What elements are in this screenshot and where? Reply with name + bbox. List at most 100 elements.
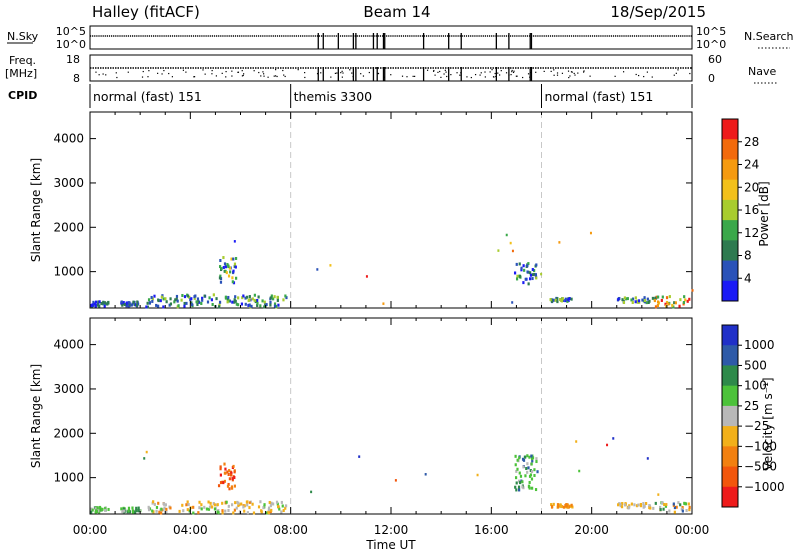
range-cell — [219, 280, 223, 284]
range-cell — [94, 507, 97, 511]
nave-point — [491, 69, 493, 71]
range-cell — [571, 505, 574, 509]
nave-point — [231, 70, 233, 72]
nave-point — [193, 76, 195, 78]
nave-point — [543, 70, 545, 73]
colorbar-frame — [721, 324, 739, 508]
range-cell — [186, 294, 190, 298]
range-cell — [157, 501, 160, 505]
range-cell — [282, 298, 285, 302]
nave-point — [527, 73, 530, 75]
nave-point — [638, 74, 640, 77]
freq-tick-bottom: 8 — [73, 72, 80, 85]
range-cell — [554, 298, 557, 302]
range-cell — [476, 473, 479, 477]
y-tick-label: 3000 — [53, 176, 84, 190]
nave-point — [561, 72, 564, 74]
range-cell — [259, 304, 262, 308]
range-cell — [238, 510, 242, 514]
range-cell — [549, 298, 552, 302]
range-cell — [197, 299, 200, 303]
range-cell — [147, 508, 151, 512]
range-cell — [247, 299, 250, 303]
range-cell — [198, 506, 201, 510]
range-cell — [92, 300, 95, 304]
range-cell — [526, 264, 529, 268]
range-cell — [230, 471, 233, 475]
range-cell — [647, 300, 650, 304]
range-cell — [203, 505, 206, 509]
range-cell — [269, 300, 272, 304]
range-cell — [159, 299, 162, 303]
range-cell — [107, 300, 110, 304]
range-cell — [233, 470, 236, 474]
range-cell — [560, 505, 563, 509]
range-cell — [527, 484, 531, 488]
range-cell — [147, 505, 150, 509]
range-cell — [91, 303, 94, 307]
range-cell — [660, 298, 663, 302]
nave-point — [511, 69, 513, 72]
range-cell — [550, 503, 553, 507]
colorbar-segment — [722, 345, 738, 366]
range-cell — [682, 301, 686, 305]
range-cell — [652, 506, 655, 510]
nave-point — [221, 72, 223, 74]
nave-point — [211, 69, 213, 72]
title-center: Beam 14 — [363, 3, 430, 21]
range-cell — [94, 300, 98, 304]
range-cell — [267, 510, 270, 514]
range-cell — [187, 503, 190, 507]
range-cell — [526, 470, 529, 474]
nave-point — [493, 76, 495, 78]
nave-point — [446, 75, 448, 78]
range-cell — [575, 440, 578, 443]
range-cell — [514, 463, 517, 467]
range-cell — [497, 249, 500, 252]
range-cell — [518, 471, 521, 475]
range-cell — [248, 303, 251, 307]
nave-point — [334, 72, 336, 74]
range-cell — [90, 507, 93, 511]
range-cell — [529, 273, 533, 277]
nave-point — [263, 73, 265, 75]
power-colorbar-label: Power [dB] — [757, 181, 771, 246]
range-cell — [222, 256, 225, 260]
range-cell — [205, 507, 209, 511]
range-cell — [223, 479, 226, 483]
range-cell — [160, 295, 163, 299]
range-cell — [634, 296, 637, 300]
nave-point — [267, 76, 269, 78]
range-cell — [672, 502, 675, 506]
colorbar-segment — [722, 426, 738, 447]
range-cell — [228, 487, 231, 491]
range-cell — [505, 233, 508, 237]
nave-point — [242, 74, 244, 77]
nave-point — [340, 72, 342, 74]
range-cell — [281, 504, 284, 508]
nave-point — [437, 71, 439, 73]
range-cell — [231, 300, 234, 304]
range-cell — [270, 294, 273, 298]
range-cell — [207, 500, 210, 504]
colorbar-tick-label: 25 — [744, 399, 759, 413]
range-cell — [556, 297, 559, 301]
nave-point — [390, 74, 392, 76]
range-cell — [191, 303, 194, 307]
range-cell — [256, 303, 259, 307]
range-cell — [94, 303, 97, 307]
range-cell — [218, 300, 222, 304]
range-cell — [263, 503, 266, 507]
range-cell — [151, 509, 154, 513]
nave-point — [95, 71, 97, 73]
range-cell — [649, 506, 652, 510]
range-cell — [671, 303, 674, 307]
range-cell — [163, 506, 166, 510]
range-cell — [225, 271, 228, 275]
nave-point — [215, 75, 217, 77]
range-cell — [183, 304, 186, 308]
range-cell — [244, 302, 247, 306]
range-cell — [648, 504, 652, 508]
nave-point — [276, 75, 278, 78]
range-cell — [97, 300, 100, 304]
